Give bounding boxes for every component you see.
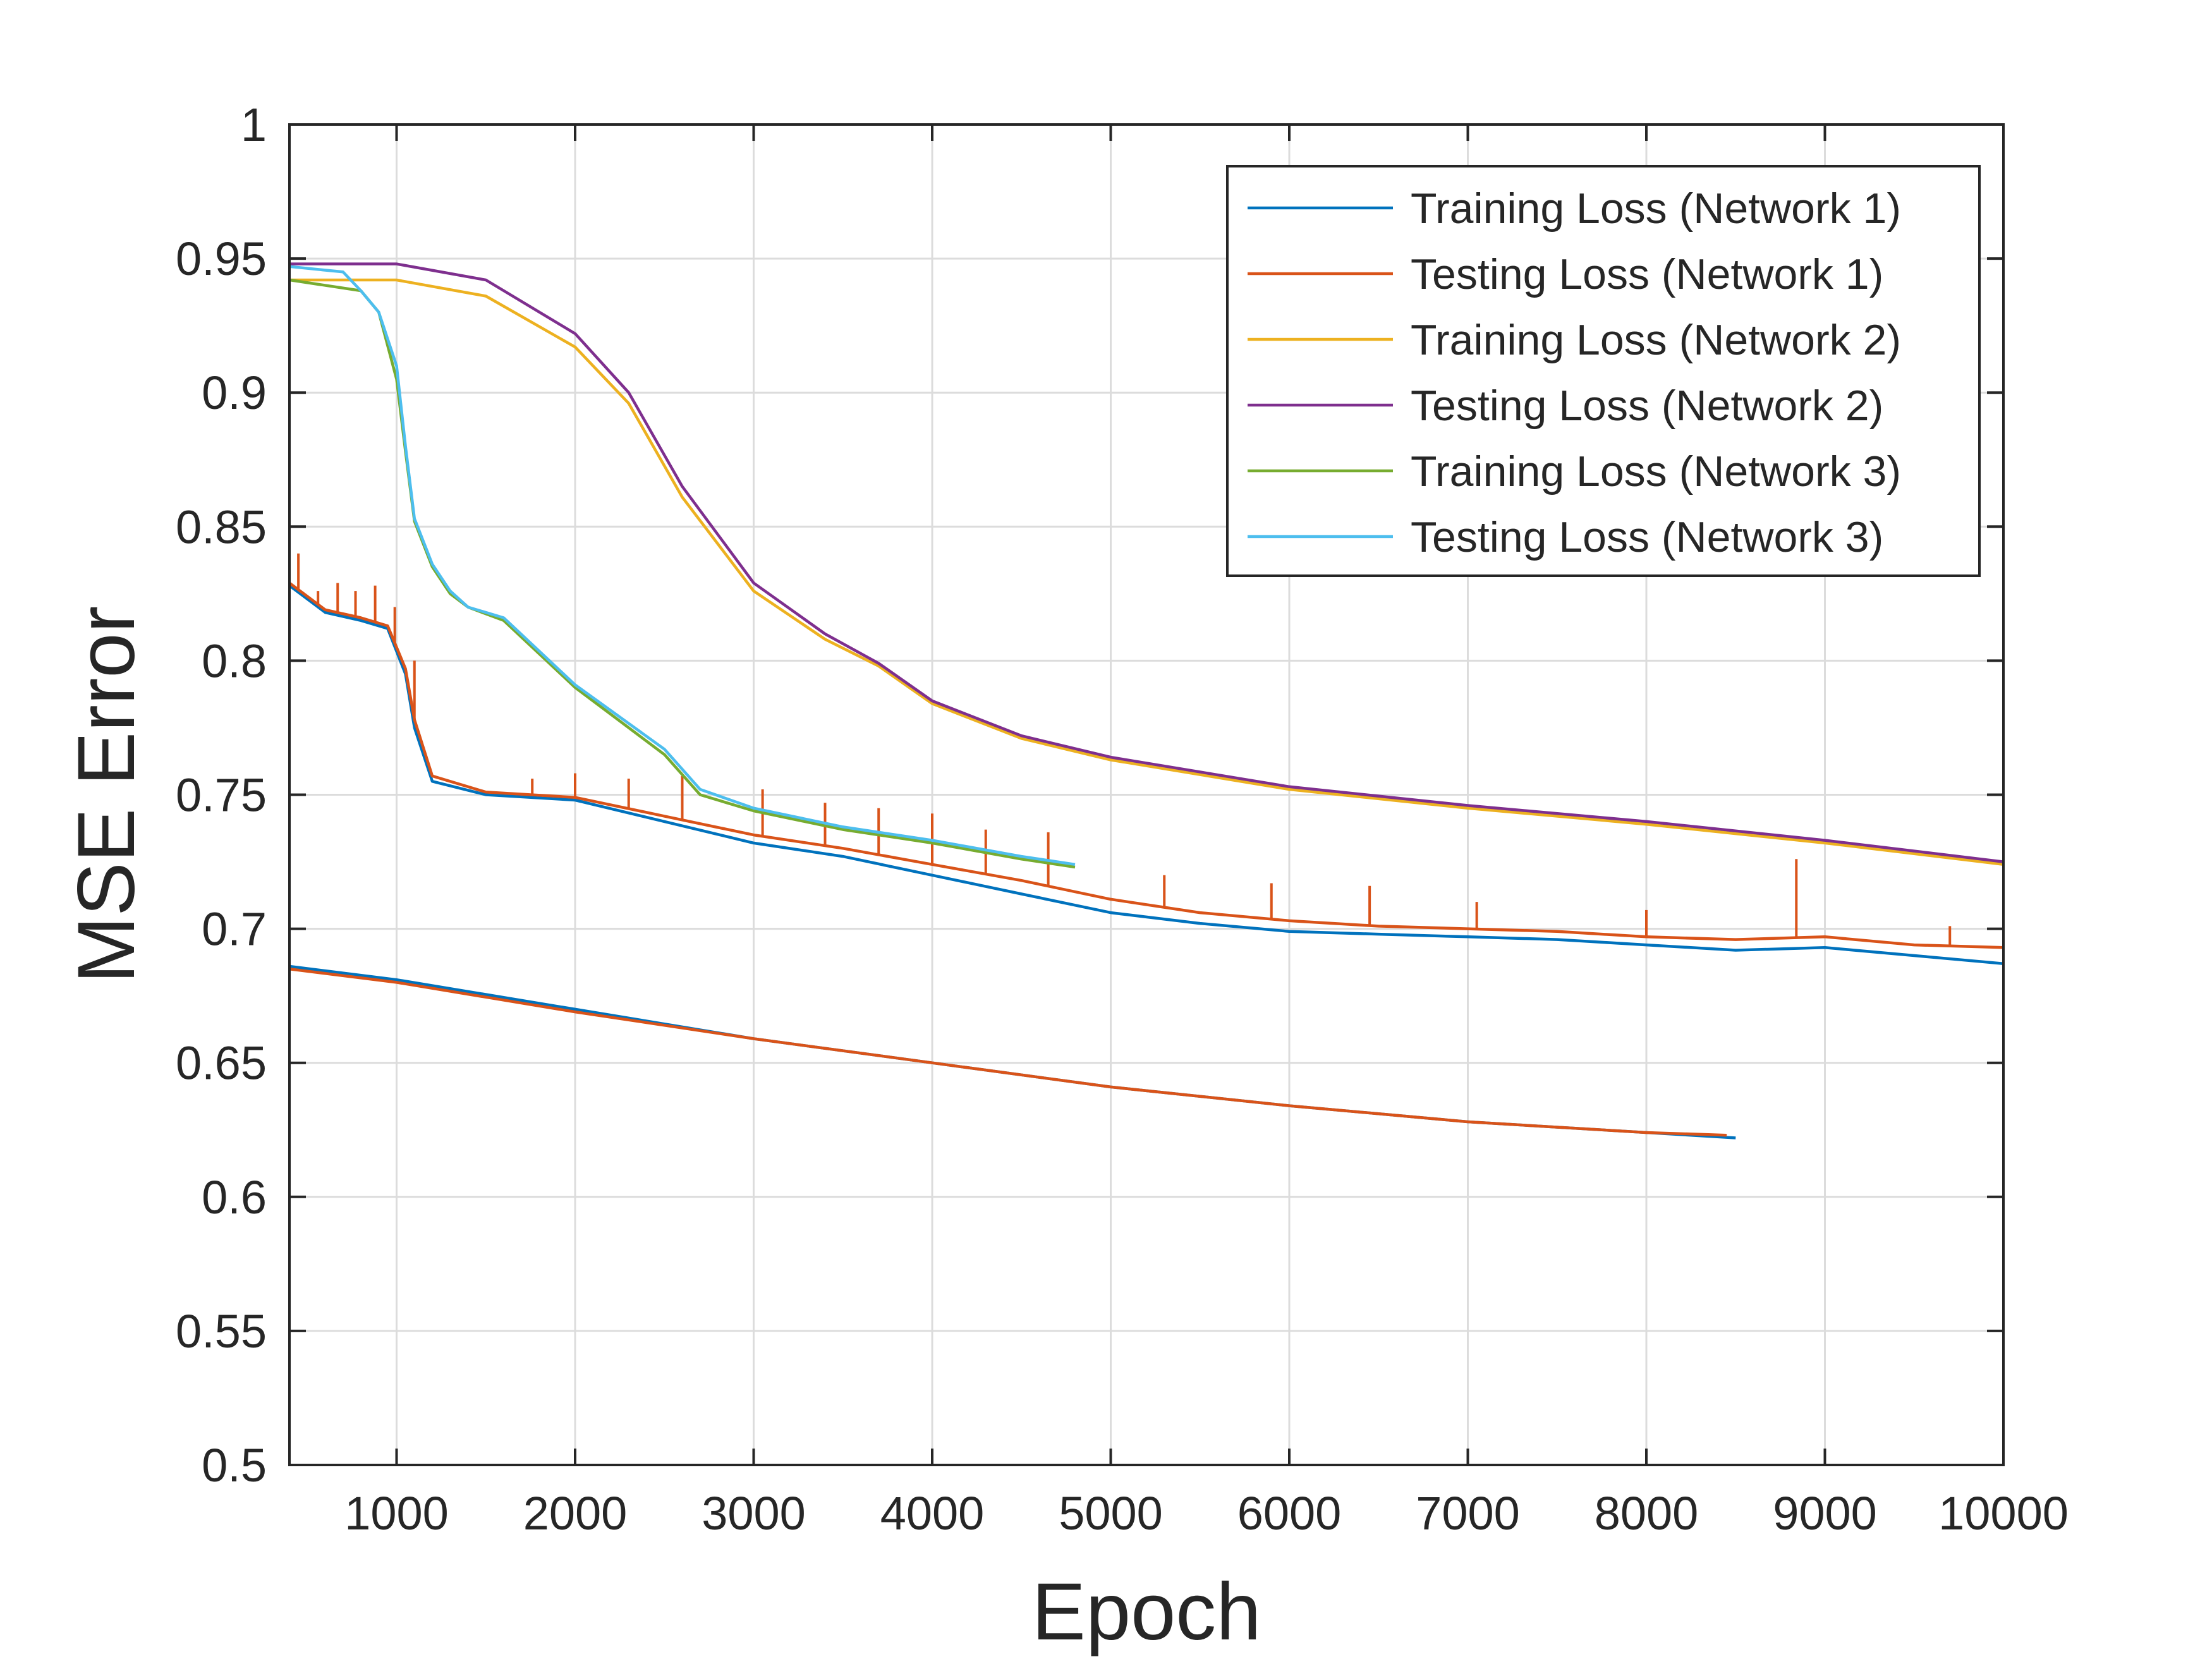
y-tick-label: 0.9 <box>202 367 267 419</box>
x-tick-label: 2000 <box>523 1487 628 1540</box>
x-tick-label: 8000 <box>1595 1487 1699 1540</box>
y-tick-label: 0.65 <box>176 1037 267 1090</box>
y-tick-label: 0.8 <box>202 635 267 687</box>
series-6 <box>289 265 1076 866</box>
series-line <box>289 262 2003 863</box>
legend-entry-label: Training Loss (Network 3) <box>1411 447 1901 495</box>
series-group <box>289 262 2003 1139</box>
x-tick-label: 10000 <box>1938 1487 2069 1540</box>
y-tick-label: 0.6 <box>202 1171 267 1224</box>
legend-entry-label: Training Loss (Network 1) <box>1411 185 1901 233</box>
y-tick-label: 0.7 <box>202 903 267 956</box>
series-4 <box>289 262 2003 863</box>
y-axis-label: MSE Error <box>61 606 152 983</box>
series-3 <box>289 278 2003 866</box>
series-line <box>289 967 1727 1137</box>
y-tick-label: 0.5 <box>202 1439 267 1492</box>
x-tick-label: 5000 <box>1059 1487 1163 1540</box>
y-tick-label: 1 <box>241 99 267 151</box>
x-tick-label: 6000 <box>1237 1487 1342 1540</box>
y-tick-label: 0.55 <box>176 1305 267 1358</box>
legend-entry-label: Training Loss (Network 2) <box>1411 316 1901 364</box>
legend-entry-label: Testing Loss (Network 3) <box>1411 513 1883 561</box>
axis-ticks: 1000 2000 3000 4000 5000 6000 7000 8000 9000 1000… <box>176 99 2069 1540</box>
series-line <box>289 278 2003 866</box>
series-2 <box>289 553 2003 1137</box>
legend-entry-label: Testing Loss (Network 2) <box>1411 382 1883 430</box>
x-axis-label: Epoch <box>1032 1567 1261 1657</box>
legend: Training Loss (Network 1) Testing Loss (N… <box>1226 165 1981 577</box>
legend-entry-label: Testing Loss (Network 1) <box>1411 250 1883 298</box>
x-tick-label: 7000 <box>1416 1487 1520 1540</box>
y-tick-label: 0.95 <box>176 233 267 285</box>
legend-box <box>1226 165 1981 577</box>
x-tick-label: 1000 <box>344 1487 449 1540</box>
x-tick-label: 3000 <box>702 1487 806 1540</box>
y-tick-label: 0.75 <box>176 769 267 822</box>
series-line <box>289 265 1076 866</box>
x-tick-label: 4000 <box>880 1487 985 1540</box>
y-tick-label: 0.85 <box>176 501 267 553</box>
x-tick-label: 9000 <box>1773 1487 1877 1540</box>
